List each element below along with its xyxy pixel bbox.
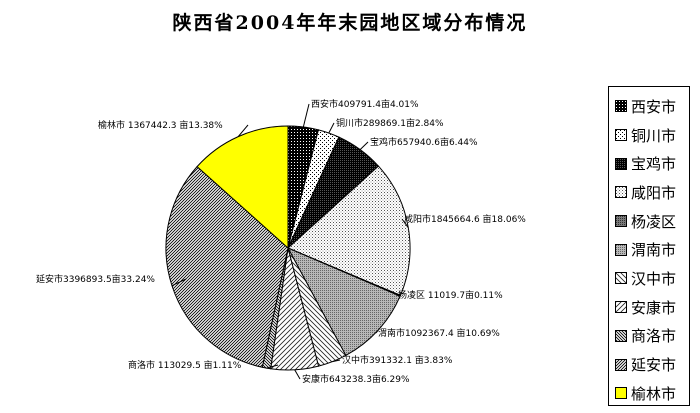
legend-swatch-9	[615, 329, 627, 342]
legend-item-5: 杨凌区	[609, 207, 689, 236]
legend-label-2: 铜川市	[631, 126, 677, 145]
data-label-1: 西安市409791.4亩4.01%	[311, 98, 419, 110]
leader-line-6	[375, 330, 379, 334]
data-label-3: 宝鸡市657940.6亩6.44%	[370, 136, 478, 148]
data-label-2: 铜川市289869.1亩2.84%	[336, 117, 444, 129]
legend-label-5: 杨凌区	[631, 212, 677, 231]
leader-line-8	[294, 369, 301, 380]
data-label-8: 安康市643238.3亩6.29%	[302, 373, 410, 385]
leader-line-5	[395, 294, 401, 297]
legend-swatch-10	[615, 358, 627, 371]
legend-label-1: 西安市	[631, 97, 677, 116]
legend-item-4: 咸阳市	[609, 178, 689, 207]
data-label-10: 延安市3396893.5亩33.24%	[36, 273, 155, 285]
legend-label-3: 宝鸡市	[631, 155, 677, 174]
legend-swatch-11	[615, 387, 627, 400]
pie-slice-4	[287, 165, 411, 297]
data-label-6: 渭南市1092367.4 亩10.69%	[378, 327, 500, 339]
legend-item-11: 榆林市	[609, 379, 689, 408]
legend-item-7: 汉中市	[609, 264, 689, 293]
legend-item-1: 西安市	[609, 92, 689, 121]
legend-swatch-4	[615, 186, 627, 199]
legend-label-11: 榆林市	[631, 384, 677, 403]
legend-swatch-7	[615, 272, 627, 285]
data-label-9: 商洛市 113029.5 亩1.11%	[128, 359, 242, 371]
legend-label-6: 渭南市	[631, 241, 677, 260]
legend-label-4: 咸阳市	[631, 183, 677, 202]
legend-label-8: 安康市	[631, 298, 677, 317]
data-label-11: 榆林市 1367442.3 亩13.38%	[98, 119, 223, 131]
chart-legend: 西安市铜川市宝鸡市咸阳市杨凌区渭南市汉中市安康市商洛市延安市榆林市	[608, 86, 690, 406]
legend-item-2: 铜川市	[609, 121, 689, 150]
data-label-4: 咸阳市1845664.6 亩18.06%	[404, 213, 526, 225]
legend-swatch-6	[615, 243, 627, 256]
leader-line-1	[302, 103, 310, 128]
legend-label-7: 汉中市	[631, 269, 677, 288]
data-label-5: 杨凌区 11019.7亩0.11%	[398, 289, 503, 301]
legend-swatch-3	[615, 157, 627, 170]
legend-swatch-1	[615, 100, 627, 113]
legend-swatch-5	[615, 215, 627, 228]
data-label-7: 汉中市391332.1 亩3.83%	[342, 354, 453, 366]
pie-slice-6	[286, 246, 401, 357]
legend-item-8: 安康市	[609, 293, 689, 322]
leader-line-2	[328, 122, 335, 134]
leader-line-9	[266, 364, 279, 369]
legend-item-10: 延安市	[609, 350, 689, 379]
leader-line-3	[359, 141, 369, 150]
legend-swatch-8	[615, 301, 627, 314]
chart-title: 陕西省2004年年末园地区域分布情况	[172, 12, 528, 34]
legend-swatch-2	[615, 129, 627, 142]
leader-line-7	[332, 359, 341, 363]
leader-line-11	[237, 124, 249, 137]
legend-label-9: 商洛市	[631, 327, 677, 346]
legend-label-10: 延安市	[631, 356, 677, 375]
legend-item-3: 宝鸡市	[609, 149, 689, 178]
legend-item-6: 渭南市	[609, 235, 689, 264]
legend-item-9: 商洛市	[609, 322, 689, 351]
leader-line-10	[171, 278, 187, 287]
leader-line-4	[401, 218, 409, 228]
